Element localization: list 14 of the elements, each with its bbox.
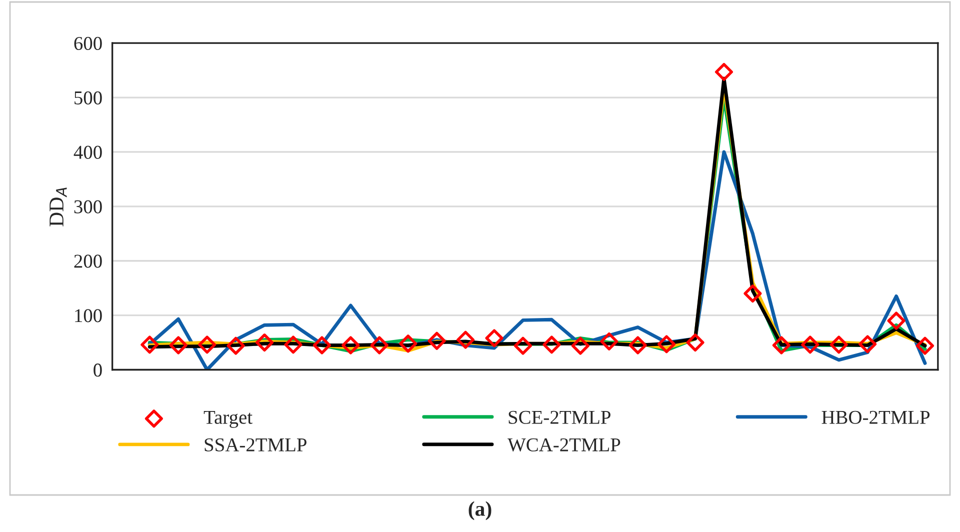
legend-label: Target — [204, 410, 252, 428]
y-tick-label: 500 — [74, 91, 102, 104]
y-tick-label: 100 — [75, 309, 102, 322]
y-tick-label: 400 — [74, 146, 102, 159]
legend-label: SCE-2TMLP — [508, 410, 610, 424]
y-tick-label: 600 — [74, 36, 102, 50]
y-tick-label: 300 — [74, 200, 102, 214]
y-tick-label: 200 — [74, 254, 102, 268]
legend-label: HBO-2TMLP — [822, 410, 930, 424]
y-axis-title: DD$_{A}$ — [50, 188, 67, 226]
y-tick-label: 0 — [94, 364, 102, 377]
text: (a) — [468, 501, 492, 520]
legend-label: SSA-2TMLP — [204, 438, 306, 452]
legend-label: WCA-2TMLP — [508, 438, 620, 452]
